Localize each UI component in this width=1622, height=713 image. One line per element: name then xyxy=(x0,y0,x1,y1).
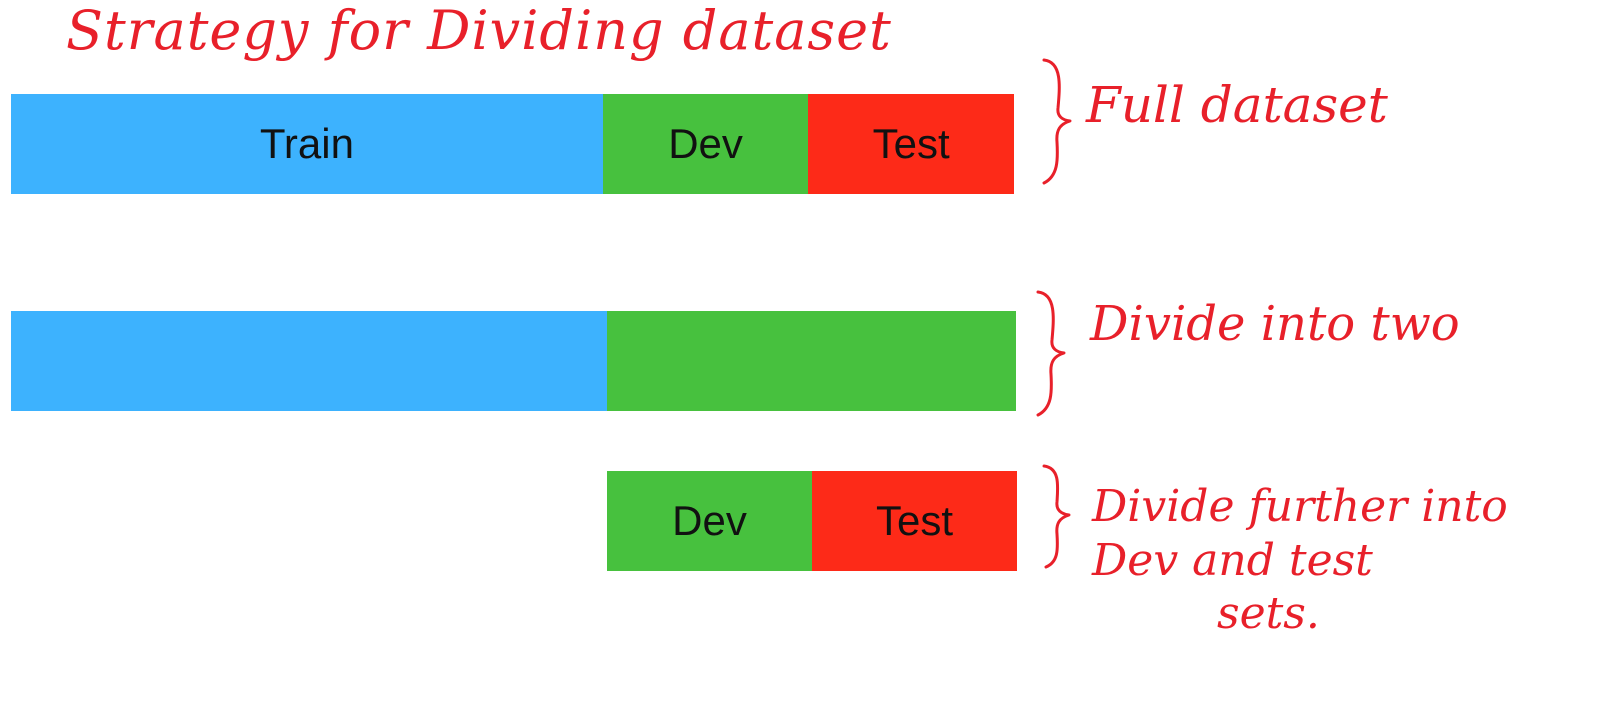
test-segment: Test xyxy=(808,94,1014,194)
test-segment: Test xyxy=(812,471,1017,571)
dev-test-split-bar: Dev Test xyxy=(607,471,1017,571)
divide-further-annotation: Divide further into Dev and test sets. xyxy=(1092,480,1508,641)
annotation-line: sets. xyxy=(1217,588,1320,640)
divide-into-two-annotation: Divide into two xyxy=(1090,296,1460,352)
curly-brace-icon xyxy=(1036,290,1066,417)
curly-brace-icon xyxy=(1042,464,1071,569)
dev-segment: Dev xyxy=(607,471,812,571)
full-dataset-bar: Train Dev Test xyxy=(11,94,1014,194)
dev-segment: Dev xyxy=(602,94,809,194)
train-segment xyxy=(11,311,607,411)
annotation-line: Dev and test xyxy=(1092,534,1373,586)
train-segment: Train xyxy=(11,94,603,194)
diagram-title: Strategy for Dividing dataset xyxy=(66,0,892,62)
two-way-split-bar xyxy=(11,311,1016,411)
curly-brace-icon xyxy=(1042,58,1072,185)
annotation-line: Divide further into xyxy=(1092,481,1508,532)
full-dataset-annotation: Full dataset xyxy=(1086,76,1388,134)
holdout-segment xyxy=(606,311,1016,411)
